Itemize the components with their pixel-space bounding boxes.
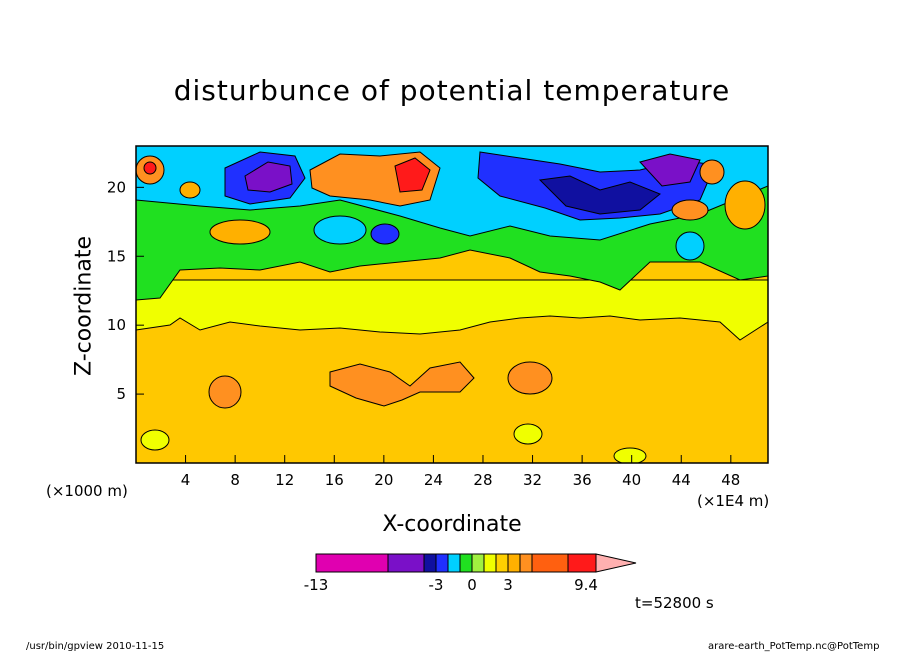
field-purple-cell	[639, 153, 701, 187]
field-red-cell	[394, 157, 431, 193]
colorbar-swatch	[447, 553, 461, 573]
colorbar-swatch	[495, 553, 509, 573]
x-scale-note: (×1E4 m)	[697, 492, 770, 510]
y-tick-label: 5	[116, 385, 126, 403]
colorbar-swatch	[315, 553, 389, 573]
x-tick-label: 32	[523, 471, 542, 489]
colorbar: -13 -3 0 3 9.4	[304, 553, 637, 594]
x-tick-label: 12	[275, 471, 294, 489]
colorbar-label: -3	[429, 576, 444, 594]
x-tick-label: 48	[721, 471, 740, 489]
y-axis-label: Z-coordinate	[71, 236, 97, 376]
y-tick-label: 20	[107, 178, 126, 196]
y-axis: 5 10 15 20	[107, 178, 144, 403]
field-purple-cell	[244, 161, 293, 193]
x-tick-label: 8	[230, 471, 240, 489]
field-red-cell	[143, 161, 157, 175]
field-blue-cell	[370, 223, 400, 245]
field-orange-cell	[724, 180, 766, 230]
colorbar-swatch	[483, 553, 497, 573]
x-unit-note: (×1000 m)	[46, 482, 128, 500]
field-orange-blob	[208, 375, 242, 409]
colorbar-swatch	[459, 553, 473, 573]
x-tick-label: 4	[181, 471, 191, 489]
field-cyan-patch	[675, 231, 705, 261]
colorbar-swatch	[507, 553, 521, 573]
x-tick-label: 40	[622, 471, 641, 489]
colorbar-label: -13	[304, 576, 329, 594]
colorbar-swatch	[531, 553, 569, 573]
time-label: t=52800 s	[635, 594, 714, 612]
colorbar-swatch	[423, 553, 437, 573]
x-tick-label: 24	[424, 471, 443, 489]
x-tick-label: 16	[325, 471, 344, 489]
y-tick-label: 10	[107, 316, 126, 334]
colorbar-swatch	[567, 553, 597, 573]
colorbar-swatch	[519, 553, 533, 573]
plot-frame	[135, 145, 769, 464]
field-orange-blob	[329, 361, 475, 407]
colorbar-label: 3	[503, 576, 513, 594]
colorbar-label: 9.4	[574, 576, 598, 594]
x-tick-label: 28	[473, 471, 492, 489]
field-orange-cell	[209, 219, 271, 245]
field-cyan-patch	[313, 215, 367, 245]
colorbar-label: 0	[467, 576, 477, 594]
field-orange-cell	[699, 159, 725, 185]
colorbar-swatch	[435, 553, 449, 573]
field-yellow-band	[136, 279, 768, 341]
field-yellow-blob	[513, 423, 543, 445]
footer-right: arare-earth_PotTemp.nc@PotTemp	[708, 641, 880, 652]
x-axis-label: X-coordinate	[382, 512, 522, 537]
x-tick-label: 36	[573, 471, 592, 489]
footer-left: /usr/bin/gpview 2010-11-15	[26, 641, 165, 652]
chart-title: disturbunce of potential temperature	[173, 74, 731, 107]
x-axis: 4 8 12 16 20 24 28 32 36 40 44 48	[181, 455, 740, 489]
field-navy-cell	[538, 175, 661, 215]
x-tick-label: 20	[374, 471, 393, 489]
y-tick-label: 15	[107, 247, 126, 265]
heatmap-field	[136, 146, 768, 463]
field-orange-cell	[671, 199, 709, 221]
field-orange-blob	[507, 361, 553, 395]
field-orange-cell	[179, 181, 201, 199]
x-tick-label: 44	[672, 471, 691, 489]
field-yellow-blob	[140, 429, 170, 451]
field-yellow-blob	[613, 447, 647, 463]
colorbar-swatch	[471, 553, 485, 573]
colorbar-swatch	[387, 553, 425, 573]
colorbar-extend-arrow	[595, 553, 637, 573]
